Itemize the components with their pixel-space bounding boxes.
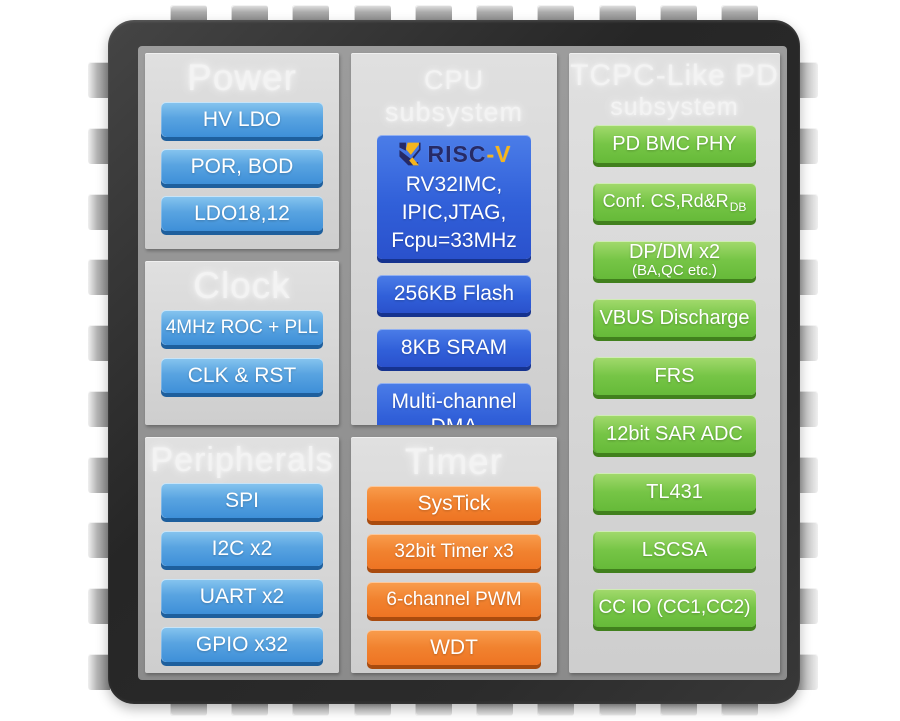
chip-pin <box>88 259 110 296</box>
cpu-core-line: IPIC,JTAG, <box>401 201 507 225</box>
panel-timer: Timer SysTick 32bit Timer x3 6-channel P… <box>351 437 557 673</box>
chip-pin <box>537 5 575 21</box>
chip-pin <box>88 325 110 362</box>
block-dp-dm-label: DP/DM x2 <box>628 240 721 263</box>
chip-pin <box>88 653 110 690</box>
chip-pin <box>88 390 110 427</box>
panel-peripherals-body: SPI I2C x2 UART x2 GPIO x32 <box>145 483 339 673</box>
panel-pd-title-line1: TCPC-Like PD <box>570 59 779 92</box>
block-vbus-discharge: VBUS Discharge <box>593 299 756 337</box>
block-dp-dm-note: (BA,QC etc.) <box>631 261 717 279</box>
panel-pd-subsystem: TCPC-Like PD subsystem PD BMC PHY Conf. … <box>569 53 780 673</box>
panel-pd-body: PD BMC PHY Conf. CS,Rd&R DB DP/DM x2 (BA,… <box>569 125 780 641</box>
block-32bit-timer-x3: 32bit Timer x3 <box>367 534 541 570</box>
chip-pin <box>88 522 110 559</box>
block-dp-dm-x2: DP/DM x2 (BA,QC etc.) <box>593 241 756 279</box>
panel-power: Power HV LDO POR, BOD LDO18,12 <box>145 53 339 249</box>
block-12bit-sar-adc: 12bit SAR ADC <box>593 415 756 453</box>
block-6channel-pwm: 6-channel PWM <box>367 582 541 618</box>
block-8kb-sram: 8KB SRAM <box>377 328 531 367</box>
block-lscsa: LSCSA <box>593 531 756 569</box>
block-i2c-x2: I2C x2 <box>161 531 323 567</box>
chip-package-body: Power HV LDO POR, BOD LDO18,12 Clock 4MH… <box>108 20 800 704</box>
block-ldo18-12: LDO18,12 <box>161 196 323 232</box>
panel-peripherals: Peripherals SPI I2C x2 UART x2 GPIO x32 <box>145 437 339 673</box>
column-right: TCPC-Like PD subsystem PD BMC PHY Conf. … <box>569 53 780 673</box>
block-multichannel-dma: Multi-channel DMA <box>377 382 531 425</box>
panel-cpu-subsystem: CPU subsystem RISC-V <box>351 53 557 425</box>
panel-pd-title: TCPC-Like PD subsystem <box>569 59 780 121</box>
chip-pin <box>88 456 110 493</box>
chip-pin <box>292 5 330 21</box>
panel-peripherals-title: Peripherals <box>150 441 334 479</box>
chip-pin <box>170 5 207 21</box>
block-cc-io: CC IO (CC1,CC2) <box>593 589 756 627</box>
column-left: Power HV LDO POR, BOD LDO18,12 Clock 4MH… <box>145 53 339 673</box>
panel-power-title: Power <box>187 57 297 98</box>
block-conf-label: Conf. CS,Rd&R <box>602 191 729 212</box>
panel-timer-body: SysTick 32bit Timer x3 6-channel PWM WDT <box>351 486 557 673</box>
chip-die-area: Power HV LDO POR, BOD LDO18,12 Clock 4MH… <box>138 46 787 680</box>
panel-pd-title-line2: subsystem <box>610 92 739 121</box>
riscv-logo: RISC-V <box>397 141 512 169</box>
block-frs: FRS <box>593 357 756 395</box>
panel-power-body: HV LDO POR, BOD LDO18,12 <box>145 102 339 245</box>
panel-cpu-body: RISC-V RV32IMC, IPIC,JTAG, Fcpu=33MHz 25… <box>351 134 557 425</box>
cpu-core-line: Fcpu=33MHz <box>391 229 517 253</box>
block-clk-rst: CLK & RST <box>161 358 323 394</box>
chip-pin <box>659 5 697 21</box>
chip-pin <box>88 127 110 164</box>
riscv-wordmark: RISC-V <box>427 140 512 167</box>
panel-cpu-title: CPU subsystem <box>384 65 524 128</box>
chip-pin <box>476 5 514 21</box>
pin-row-left <box>88 62 110 690</box>
panel-clock-title: Clock <box>193 265 291 306</box>
block-conf-cs-rd-rdb: Conf. CS,Rd&R DB <box>593 183 756 221</box>
chip-pin <box>88 588 110 625</box>
pin-row-top <box>170 5 758 21</box>
chip-pin <box>88 193 110 230</box>
chip-pin <box>88 62 110 98</box>
chip-pin <box>353 5 391 21</box>
block-por-bod: POR, BOD <box>161 149 323 185</box>
chip-pin <box>720 5 758 21</box>
block-spi: SPI <box>161 483 323 519</box>
panel-clock-body: 4MHz ROC + PLL CLK & RST <box>145 310 339 407</box>
block-tl431: TL431 <box>593 473 756 511</box>
block-4mhz-roc-pll: 4MHz ROC + PLL <box>161 310 323 346</box>
block-hv-ldo: HV LDO <box>161 102 323 138</box>
cpu-core-line: RV32IMC, <box>405 173 503 197</box>
panel-clock: Clock 4MHz ROC + PLL CLK & RST <box>145 261 339 425</box>
chip-pin <box>231 5 269 21</box>
chip-pin <box>414 5 452 21</box>
column-middle: CPU subsystem RISC-V <box>351 53 557 673</box>
chip-pin <box>598 5 636 21</box>
block-systick: SysTick <box>367 486 541 522</box>
block-uart-x2: UART x2 <box>161 579 323 615</box>
panel-timer-title: Timer <box>404 441 504 482</box>
riscv-logo-icon <box>398 143 421 166</box>
block-pd-bmc-phy: PD BMC PHY <box>593 125 756 163</box>
block-256kb-flash: 256KB Flash <box>377 274 531 313</box>
block-wdt: WDT <box>367 630 541 666</box>
block-riscv-core: RISC-V RV32IMC, IPIC,JTAG, Fcpu=33MHz <box>377 134 531 259</box>
block-gpio-x32: GPIO x32 <box>161 627 323 663</box>
block-conf-subscript: DB <box>729 199 747 214</box>
